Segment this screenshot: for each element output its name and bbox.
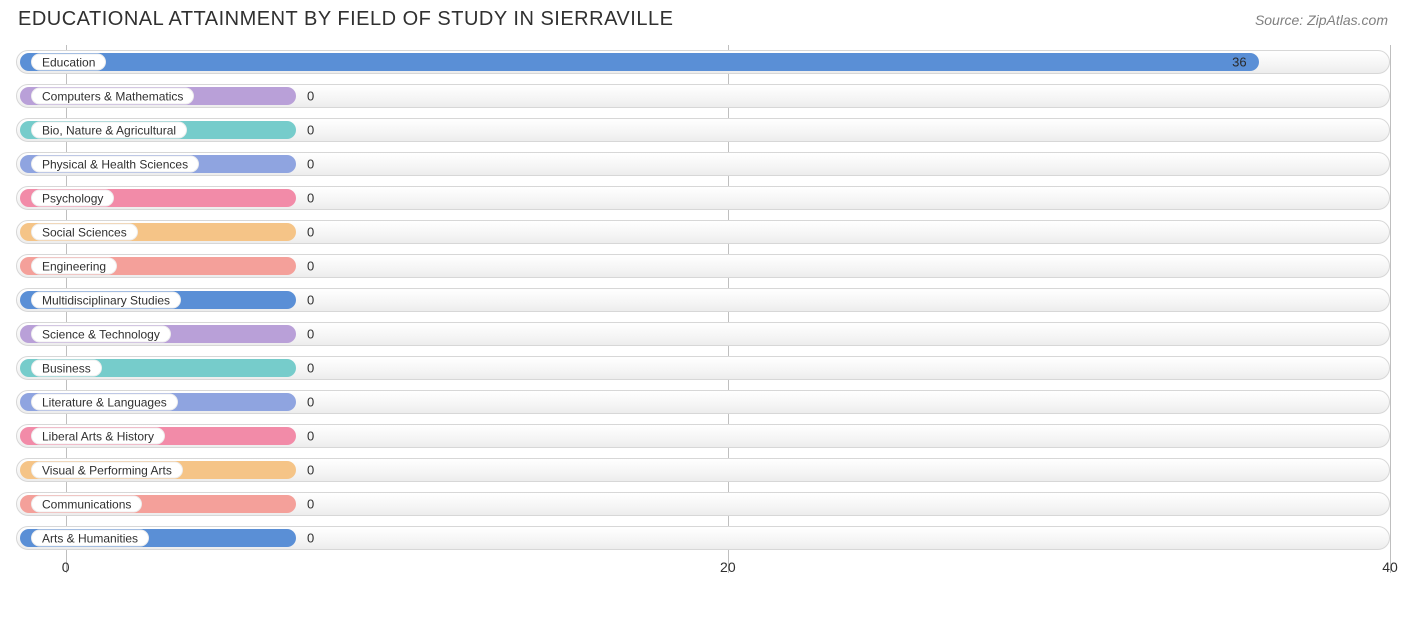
chart-row: 0 Physical & Health Sciences <box>16 147 1390 181</box>
bar-track: 0 Psychology <box>16 186 1390 210</box>
bar-track: 36 Education <box>16 50 1390 74</box>
x-axis-tick: 40 <box>1382 559 1398 575</box>
category-pill: Education <box>31 54 106 71</box>
chart-row: 0 Literature & Languages <box>16 385 1390 419</box>
bar-track: 0 Arts & Humanities <box>16 526 1390 550</box>
bar-track: 0 Bio, Nature & Agricultural <box>16 118 1390 142</box>
category-pill: Computers & Mathematics <box>31 88 194 105</box>
chart-row: 0 Multidisciplinary Studies <box>16 283 1390 317</box>
bar-value-label: 0 <box>307 361 314 376</box>
bar-value-label: 0 <box>307 225 314 240</box>
chart-source: Source: ZipAtlas.com <box>1255 8 1388 28</box>
gridline <box>1390 45 1391 573</box>
bar-value-label: 0 <box>307 157 314 172</box>
category-pill: Liberal Arts & History <box>31 428 165 445</box>
chart-row: 0 Business <box>16 351 1390 385</box>
bar-track: 0 Liberal Arts & History <box>16 424 1390 448</box>
chart-row: 36 Education <box>16 45 1390 79</box>
bar-track: 0 Business <box>16 356 1390 380</box>
category-pill: Physical & Health Sciences <box>31 156 199 173</box>
bar-value-label: 0 <box>307 463 314 478</box>
category-pill: Communications <box>31 496 142 513</box>
chart-row: 0 Liberal Arts & History <box>16 419 1390 453</box>
chart-title: EDUCATIONAL ATTAINMENT BY FIELD OF STUDY… <box>18 8 673 31</box>
chart-row: 0 Arts & Humanities <box>16 521 1390 555</box>
chart-row: 0 Communications <box>16 487 1390 521</box>
category-pill: Science & Technology <box>31 326 171 343</box>
category-pill: Visual & Performing Arts <box>31 462 183 479</box>
bar: 36 <box>20 53 1259 71</box>
bar-value-label: 0 <box>307 327 314 342</box>
chart-row: 0 Social Sciences <box>16 215 1390 249</box>
bar-value-label: 0 <box>307 89 314 104</box>
bar-track: 0 Physical & Health Sciences <box>16 152 1390 176</box>
bar-track: 0 Communications <box>16 492 1390 516</box>
bar-track: 0 Engineering <box>16 254 1390 278</box>
chart-row: 0 Computers & Mathematics <box>16 79 1390 113</box>
bar-value-label: 0 <box>307 293 314 308</box>
bar-value-label: 36 <box>1232 55 1246 70</box>
category-pill: Bio, Nature & Agricultural <box>31 122 187 139</box>
category-pill: Literature & Languages <box>31 394 178 411</box>
bar-value-label: 0 <box>307 429 314 444</box>
bar-track: 0 Multidisciplinary Studies <box>16 288 1390 312</box>
bar-value-label: 0 <box>307 395 314 410</box>
category-pill: Social Sciences <box>31 224 138 241</box>
category-pill: Engineering <box>31 258 117 275</box>
bar-value-label: 0 <box>307 259 314 274</box>
chart-header: EDUCATIONAL ATTAINMENT BY FIELD OF STUDY… <box>0 0 1406 35</box>
bar-value-label: 0 <box>307 123 314 138</box>
chart-plot: 36 Education 0 Computers & Mathematics 0 Bio,… <box>16 45 1390 597</box>
chart-row: 0 Science & Technology <box>16 317 1390 351</box>
bar-track: 0 Visual & Performing Arts <box>16 458 1390 482</box>
chart-row: 0 Bio, Nature & Agricultural <box>16 113 1390 147</box>
bar-value-label: 0 <box>307 191 314 206</box>
category-pill: Business <box>31 360 102 377</box>
bar-track: 0 Social Sciences <box>16 220 1390 244</box>
x-axis-tick: 20 <box>720 559 736 575</box>
chart-row: 0 Visual & Performing Arts <box>16 453 1390 487</box>
chart-row: 0 Psychology <box>16 181 1390 215</box>
chart-area: 36 Education 0 Computers & Mathematics 0 Bio,… <box>0 35 1406 597</box>
bar-value-label: 0 <box>307 531 314 546</box>
x-axis: 02040 <box>16 555 1390 579</box>
chart-row: 0 Engineering <box>16 249 1390 283</box>
bar-value-label: 0 <box>307 497 314 512</box>
category-pill: Multidisciplinary Studies <box>31 292 181 309</box>
bar-track: 0 Science & Technology <box>16 322 1390 346</box>
bar-track: 0 Literature & Languages <box>16 390 1390 414</box>
category-pill: Arts & Humanities <box>31 530 149 547</box>
bar-track: 0 Computers & Mathematics <box>16 84 1390 108</box>
x-axis-tick: 0 <box>62 559 70 575</box>
category-pill: Psychology <box>31 190 114 207</box>
